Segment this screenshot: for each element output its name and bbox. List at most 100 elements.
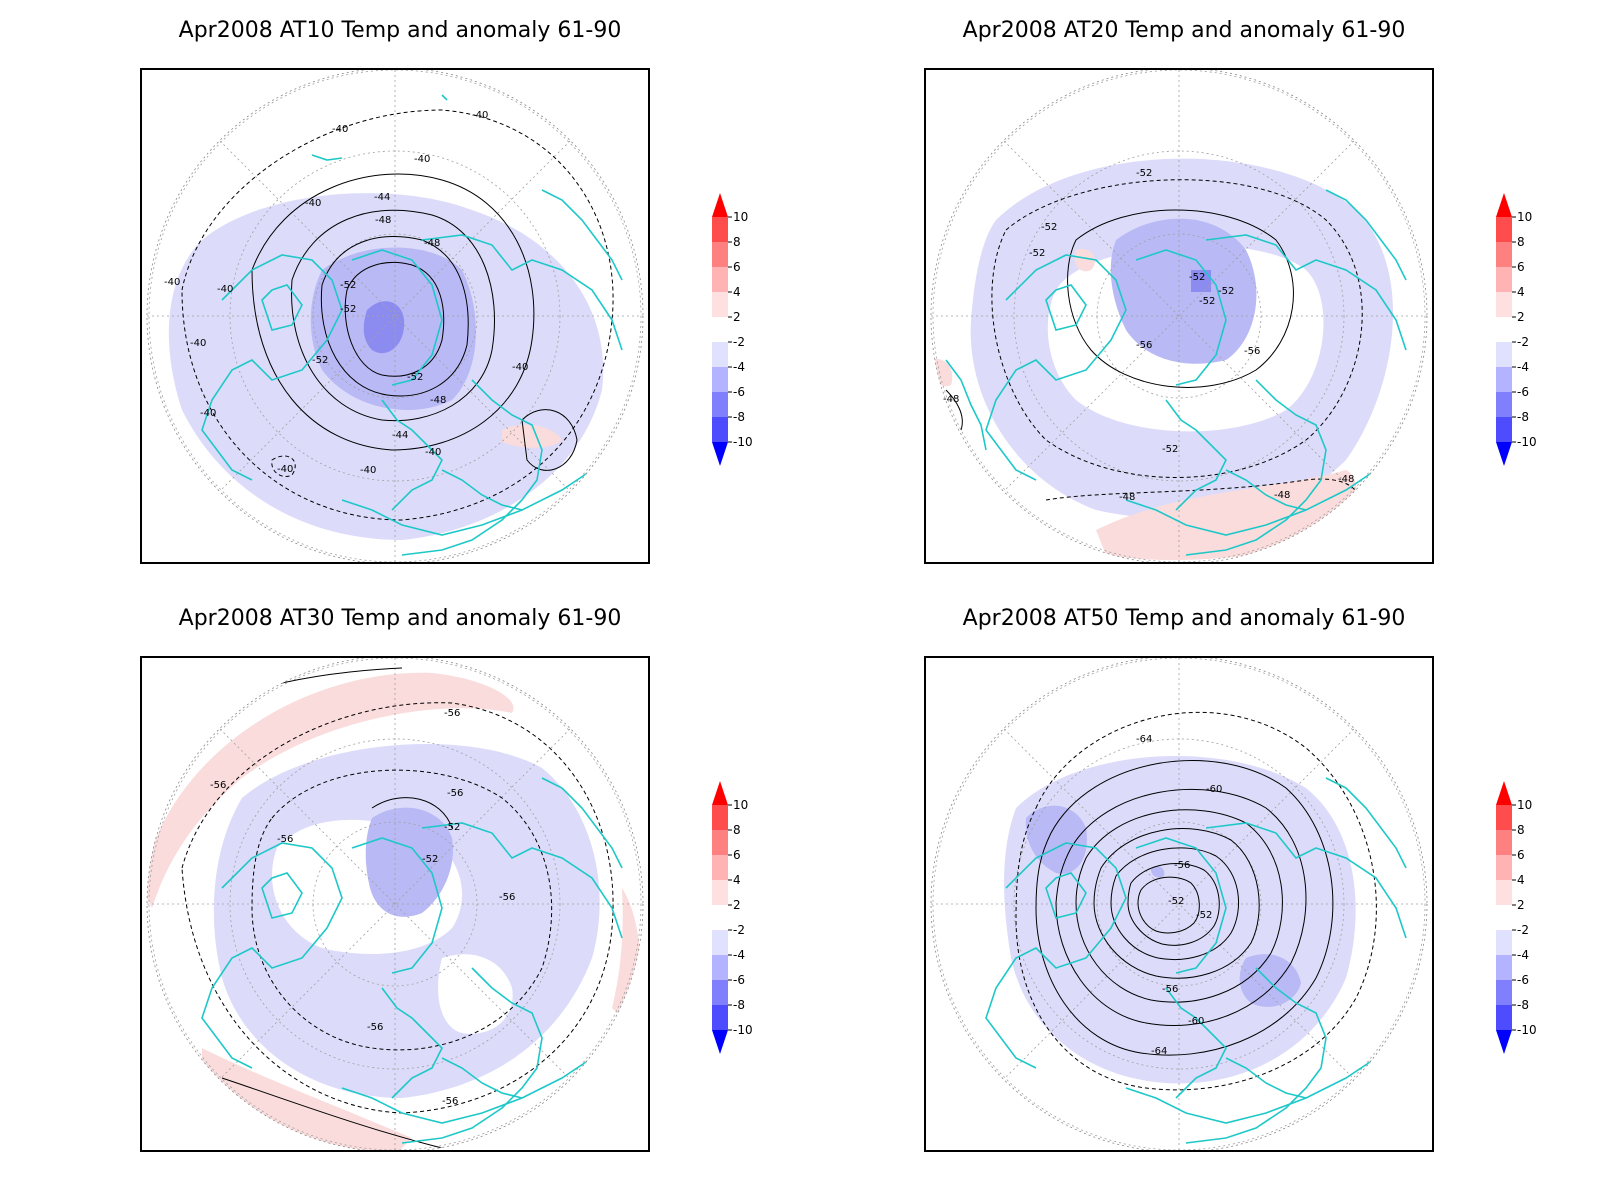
colorbar-label: -10: [733, 435, 753, 449]
colorbar-label: 10: [733, 210, 748, 224]
contour-label: -40: [190, 338, 206, 349]
colorbar-segment: [1496, 417, 1512, 442]
colorbar-segment: [712, 317, 728, 342]
map-canvas: -52 -52 -52 -52 -52 -52 -56 -56 -52 -48 …: [930, 70, 1428, 562]
contour-label: -48: [943, 394, 959, 405]
anomaly-region: [1074, 249, 1096, 272]
contour-label: -60: [1206, 784, 1222, 795]
contour-label: -64: [1151, 1046, 1167, 1057]
contour-label: -56: [444, 708, 460, 719]
colorbar-label: 4: [1517, 873, 1525, 887]
colorbar-label: -2: [733, 923, 745, 937]
colorbar-arrow-bottom: [712, 442, 728, 466]
colorbar-label: 4: [733, 873, 741, 887]
colorbar-label: 6: [733, 260, 741, 274]
anomaly-region: [612, 888, 641, 1028]
colorbar-segment: [712, 1005, 728, 1030]
contour-label: -52: [1168, 896, 1184, 907]
colorbar-canvas: 10 8 6 4 2 -2 -4 -6 -8 -10: [1496, 781, 1537, 1054]
contour-label: -48: [375, 215, 391, 226]
colorbar-segment: [1496, 242, 1512, 267]
anomaly-region: [365, 807, 453, 917]
map-panel-at30: Apr2008 AT30 Temp and anomaly 61-90: [0, 606, 780, 1186]
contour-label: -56: [367, 1022, 383, 1033]
colorbar-segment: [712, 930, 728, 955]
anomaly-region: [363, 301, 405, 354]
colorbar-segment: [712, 880, 728, 905]
colorbar-label: -8: [1517, 998, 1529, 1012]
colorbar-label: -10: [733, 1023, 753, 1037]
colorbar-segment: [1496, 292, 1512, 317]
anomaly-region: [1239, 954, 1301, 1007]
contour-label: -52: [1189, 272, 1205, 283]
colorbar-segment: [712, 855, 728, 880]
colorbar-segment: [1496, 930, 1512, 955]
contour-label: -40: [360, 465, 376, 476]
colorbar-segment: [1496, 855, 1512, 880]
map-canvas: -40 -40 -40 -40 -40 -40 -40 -40 -40 -40 …: [146, 70, 644, 562]
contour-label: -52: [1196, 910, 1212, 921]
contour-label: -56: [210, 780, 226, 791]
contour-label: -40: [332, 124, 348, 135]
colorbar-label: -2: [1517, 923, 1529, 937]
colorbar-segment: [712, 805, 728, 830]
colorbar-label: 6: [1517, 260, 1525, 274]
colorbar-label: 10: [1517, 798, 1532, 812]
colorbar-arrow-bottom: [712, 1030, 728, 1054]
colorbar-label: -6: [1517, 385, 1529, 399]
contour-label: -48: [424, 238, 440, 249]
contour-label: -48: [1119, 492, 1135, 503]
colorbar-label: -8: [733, 998, 745, 1012]
colorbar-segment: [712, 955, 728, 980]
anomaly-region: [1025, 805, 1087, 874]
contour-label: -56: [447, 788, 463, 799]
colorbar-label: -10: [1517, 1023, 1537, 1037]
colorbar-label: 2: [1517, 898, 1525, 912]
contour-label: -52: [1041, 222, 1057, 233]
colorbar-label: -8: [1517, 410, 1529, 424]
colorbar-label: 4: [1517, 285, 1525, 299]
colorbar-label: 6: [1517, 848, 1525, 862]
colorbar-segment: [712, 980, 728, 1005]
colorbar-segment: [712, 367, 728, 392]
contour-label: -40: [164, 277, 180, 288]
contour-label: -56: [1244, 346, 1260, 357]
contour-label: -56: [1136, 340, 1152, 351]
contour-label: -40: [200, 408, 216, 419]
colorbar-label: 4: [733, 285, 741, 299]
color-legend: 10 8 6 4 2 -2 -4 -6 -8 -10: [708, 193, 768, 473]
colorbar-segment: [712, 217, 728, 242]
panel-title: Apr2008 AT10 Temp and anomaly 61-90: [178, 18, 622, 43]
contour-label: -52: [340, 280, 356, 291]
panel-title: Apr2008 AT30 Temp and anomaly 61-90: [178, 606, 622, 631]
colorbar-label: -6: [733, 385, 745, 399]
contour-label: -40: [414, 154, 430, 165]
panel-title: Apr2008 AT50 Temp and anomaly 61-90: [962, 606, 1406, 631]
colorbar-arrow-bottom: [1496, 1030, 1512, 1054]
colorbar-segment: [1496, 1005, 1512, 1030]
colorbar-label: 2: [733, 310, 741, 324]
colorbar-label: -6: [1517, 973, 1529, 987]
contour-label: -52: [444, 822, 460, 833]
colorbar-label: -2: [1517, 335, 1529, 349]
contour-label: -52: [1029, 248, 1045, 259]
colorbar-label: 8: [733, 823, 741, 837]
contour-label: -40: [277, 464, 293, 475]
colorbar-segment: [1496, 217, 1512, 242]
contour-label: -52: [340, 304, 356, 315]
contour-label: -56: [442, 1096, 458, 1107]
colorbar-segment: [1496, 367, 1512, 392]
anomaly-region: [147, 672, 514, 908]
contour-label: -52: [312, 355, 328, 366]
colorbar-segment: [1496, 267, 1512, 292]
anomaly-region: [1150, 865, 1165, 878]
colorbar-label: -4: [1517, 948, 1529, 962]
colorbar-segment: [1496, 805, 1512, 830]
colorbar-label: -10: [1517, 435, 1537, 449]
colorbar-segment: [1496, 980, 1512, 1005]
contour-label: -40: [425, 447, 441, 458]
colorbar-label: 2: [733, 898, 741, 912]
colorbar-label: 2: [1517, 310, 1525, 324]
contour-label: -48: [1338, 474, 1354, 485]
contour-label: -56: [1162, 984, 1178, 995]
